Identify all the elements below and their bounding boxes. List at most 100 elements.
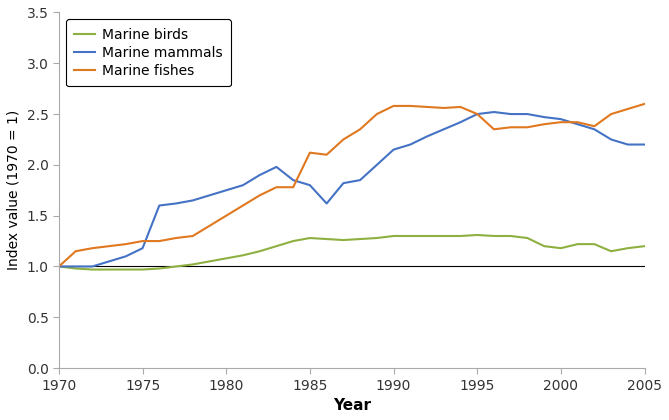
Marine mammals [373,163,381,168]
Marine fishes [490,127,498,132]
Marine fishes [272,185,280,190]
Marine fishes [540,122,548,127]
Marine birds [490,234,498,239]
Marine fishes [138,239,147,244]
Marine mammals [205,193,213,198]
Marine birds [138,267,147,272]
Marine birds [55,264,63,269]
Marine mammals [105,259,113,264]
Line: Marine birds: Marine birds [59,235,644,270]
Marine mammals [306,183,314,188]
Marine birds [356,236,364,241]
X-axis label: Year: Year [332,398,371,413]
Marine mammals [607,137,615,142]
Marine mammals [189,198,197,203]
Marine fishes [222,213,230,218]
Marine fishes [88,246,96,251]
Marine fishes [122,241,130,247]
Marine fishes [506,125,514,130]
Marine mammals [506,112,514,117]
Marine fishes [172,236,180,241]
Marine birds [205,259,213,264]
Marine birds [222,256,230,261]
Marine mammals [322,201,330,206]
Marine fishes [590,124,598,129]
Marine mammals [138,246,147,251]
Marine birds [122,267,130,272]
Marine mammals [172,201,180,206]
Marine fishes [356,127,364,132]
Marine fishes [473,112,481,117]
Marine birds [624,246,632,251]
Marine fishes [155,239,163,244]
Marine mammals [423,134,431,139]
Marine birds [172,264,180,269]
Marine birds [389,234,397,239]
Marine birds [105,267,113,272]
Marine mammals [557,117,565,122]
Marine mammals [239,183,247,188]
Marine fishes [573,120,581,125]
Marine mammals [590,127,598,132]
Marine fishes [640,101,648,106]
Marine birds [155,266,163,271]
Marine birds [239,253,247,258]
Marine fishes [456,105,464,110]
Marine fishes [607,112,615,117]
Marine birds [473,232,481,237]
Marine fishes [322,152,330,157]
Marine mammals [88,264,96,269]
Marine mammals [55,264,63,269]
Marine birds [440,234,448,239]
Marine birds [423,234,431,239]
Marine fishes [523,125,531,130]
Marine fishes [72,249,80,254]
Marine birds [189,262,197,267]
Marine mammals [356,178,364,183]
Marine mammals [490,110,498,115]
Marine fishes [624,106,632,111]
Marine mammals [640,142,648,147]
Marine birds [640,244,648,249]
Y-axis label: Index value (1970 = 1): Index value (1970 = 1) [7,110,21,270]
Marine birds [506,234,514,239]
Marine birds [573,241,581,247]
Marine mammals [573,122,581,127]
Marine birds [557,246,565,251]
Marine fishes [557,120,565,125]
Marine fishes [440,105,448,110]
Marine birds [306,236,314,241]
Marine mammals [155,203,163,208]
Marine fishes [55,264,63,269]
Marine birds [590,241,598,247]
Line: Marine fishes: Marine fishes [59,104,644,266]
Marine birds [456,234,464,239]
Marine fishes [373,112,381,117]
Marine mammals [406,142,414,147]
Marine birds [406,234,414,239]
Marine birds [339,238,347,243]
Marine mammals [222,188,230,193]
Marine fishes [389,103,397,108]
Marine mammals [473,112,481,117]
Marine fishes [239,203,247,208]
Marine fishes [339,137,347,142]
Marine fishes [105,244,113,249]
Marine fishes [406,103,414,108]
Marine mammals [624,142,632,147]
Marine birds [523,236,531,241]
Marine mammals [389,147,397,152]
Marine birds [373,236,381,241]
Line: Marine mammals: Marine mammals [59,112,644,266]
Marine birds [607,249,615,254]
Marine mammals [272,164,280,169]
Marine mammals [289,178,297,183]
Marine fishes [423,105,431,110]
Marine mammals [456,120,464,125]
Marine fishes [256,193,264,198]
Marine mammals [256,173,264,178]
Legend: Marine birds, Marine mammals, Marine fishes: Marine birds, Marine mammals, Marine fis… [66,19,231,87]
Marine birds [72,266,80,271]
Marine birds [256,249,264,254]
Marine mammals [339,181,347,186]
